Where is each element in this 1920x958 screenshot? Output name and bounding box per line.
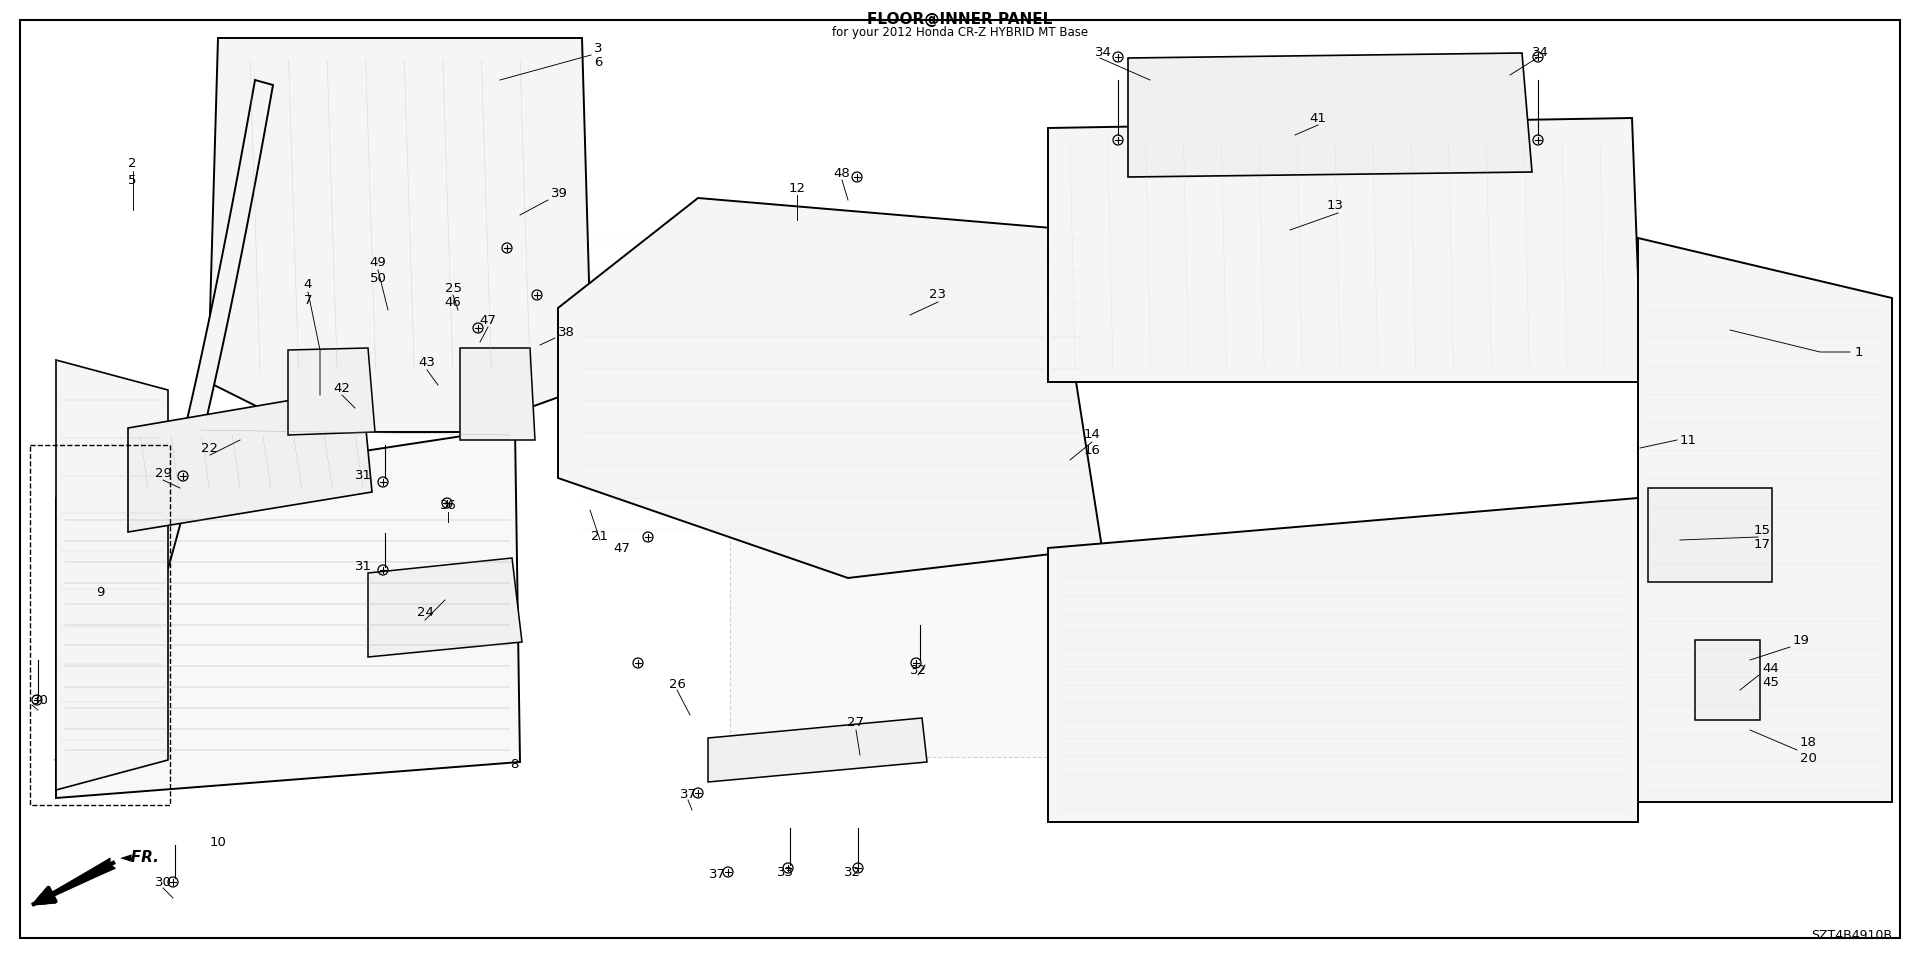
Text: 31: 31 xyxy=(355,468,371,482)
Polygon shape xyxy=(129,388,372,532)
Text: 30: 30 xyxy=(156,876,171,888)
Text: 48: 48 xyxy=(833,167,851,179)
Polygon shape xyxy=(1647,488,1772,582)
Text: 8: 8 xyxy=(511,759,518,771)
Text: 27: 27 xyxy=(847,717,864,729)
Polygon shape xyxy=(1695,640,1761,720)
Text: 32: 32 xyxy=(843,866,860,879)
Text: 33: 33 xyxy=(776,866,793,879)
Polygon shape xyxy=(207,38,591,432)
Bar xyxy=(730,452,1075,757)
Text: for your 2012 Honda CR-Z HYBRID MT Base: for your 2012 Honda CR-Z HYBRID MT Base xyxy=(831,26,1089,39)
Text: 42: 42 xyxy=(334,381,351,395)
Text: 2: 2 xyxy=(129,156,136,170)
Text: 32: 32 xyxy=(910,664,927,676)
Text: 23: 23 xyxy=(929,288,947,302)
Text: 41: 41 xyxy=(1309,111,1327,125)
Polygon shape xyxy=(1048,498,1638,822)
Text: 45: 45 xyxy=(1763,676,1778,690)
Text: 12: 12 xyxy=(789,181,806,194)
Text: 21: 21 xyxy=(591,531,609,543)
Text: 29: 29 xyxy=(156,467,171,480)
Text: 9: 9 xyxy=(96,585,104,599)
Polygon shape xyxy=(1638,238,1891,802)
Text: 1: 1 xyxy=(1855,346,1864,358)
Text: 6: 6 xyxy=(593,56,603,69)
Polygon shape xyxy=(56,80,273,765)
Text: 5: 5 xyxy=(129,173,136,187)
Polygon shape xyxy=(1048,118,1642,382)
Polygon shape xyxy=(1129,53,1532,177)
Text: 37: 37 xyxy=(708,869,726,881)
Polygon shape xyxy=(56,428,520,798)
Text: 43: 43 xyxy=(419,356,436,370)
Text: 49: 49 xyxy=(371,257,386,269)
Text: 14: 14 xyxy=(1083,428,1100,442)
Text: 47: 47 xyxy=(480,313,497,327)
Text: 47: 47 xyxy=(614,541,630,555)
Text: 20: 20 xyxy=(1801,751,1816,764)
Text: 26: 26 xyxy=(668,678,685,692)
Text: 3: 3 xyxy=(593,41,603,55)
Text: 25: 25 xyxy=(445,282,461,294)
Text: 46: 46 xyxy=(445,296,461,309)
Text: 37: 37 xyxy=(680,788,697,802)
Text: 44: 44 xyxy=(1763,662,1778,674)
Bar xyxy=(31,445,171,805)
Text: 50: 50 xyxy=(369,271,386,285)
Polygon shape xyxy=(559,198,1102,578)
Text: 10: 10 xyxy=(209,836,227,850)
Text: 4: 4 xyxy=(303,279,313,291)
Text: 11: 11 xyxy=(1680,434,1697,446)
Text: 17: 17 xyxy=(1753,538,1770,552)
Polygon shape xyxy=(56,360,169,790)
Text: 34: 34 xyxy=(1532,45,1548,58)
Text: ◄FR.: ◄FR. xyxy=(119,850,159,864)
Text: 15: 15 xyxy=(1753,523,1770,536)
Text: 39: 39 xyxy=(551,187,568,199)
Polygon shape xyxy=(461,348,536,440)
Polygon shape xyxy=(369,558,522,657)
Text: SZT4B4910B: SZT4B4910B xyxy=(1811,929,1891,942)
Polygon shape xyxy=(288,348,374,435)
Text: 24: 24 xyxy=(417,606,434,620)
Text: 22: 22 xyxy=(202,442,219,454)
Polygon shape xyxy=(708,718,927,782)
Text: 36: 36 xyxy=(440,498,457,512)
Text: 38: 38 xyxy=(559,326,574,338)
Text: 7: 7 xyxy=(303,293,313,307)
Text: FLOOR@INNER PANEL: FLOOR@INNER PANEL xyxy=(868,12,1052,27)
Text: 34: 34 xyxy=(1094,45,1112,58)
Polygon shape xyxy=(33,887,56,905)
Text: 30: 30 xyxy=(33,694,48,706)
Text: 19: 19 xyxy=(1793,633,1811,647)
Text: 13: 13 xyxy=(1327,198,1344,212)
Text: 16: 16 xyxy=(1083,444,1100,457)
Text: 18: 18 xyxy=(1801,737,1816,749)
Text: 31: 31 xyxy=(355,560,371,574)
